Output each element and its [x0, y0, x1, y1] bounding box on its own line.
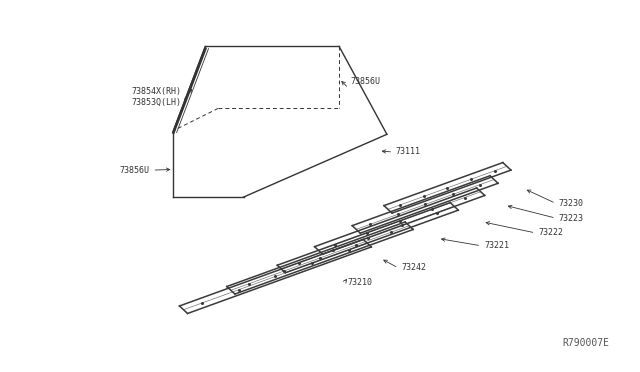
- Text: 73853Q(LH): 73853Q(LH): [131, 97, 181, 107]
- Text: 73223: 73223: [559, 214, 584, 222]
- Text: 73222: 73222: [539, 228, 564, 237]
- Text: 73856U: 73856U: [351, 77, 381, 86]
- Text: 73221: 73221: [484, 241, 509, 250]
- Text: R790007E: R790007E: [562, 339, 609, 349]
- Text: 73242: 73242: [401, 263, 427, 272]
- Text: 73111: 73111: [395, 147, 420, 156]
- Text: 73854X(RH): 73854X(RH): [131, 87, 181, 96]
- Text: 73856U: 73856U: [120, 166, 150, 174]
- Text: 73230: 73230: [559, 199, 584, 208]
- Text: 73210: 73210: [348, 278, 372, 287]
